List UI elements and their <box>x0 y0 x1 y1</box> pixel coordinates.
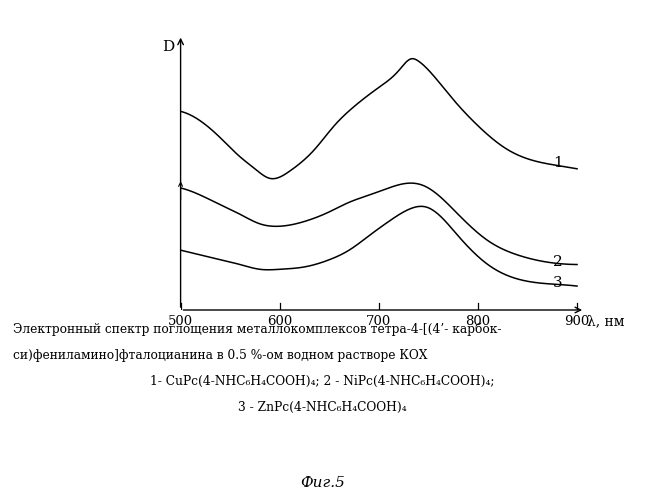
Text: 900: 900 <box>564 315 590 328</box>
Text: 800: 800 <box>465 315 490 328</box>
Text: 700: 700 <box>366 315 392 328</box>
Text: Фиг.5: Фиг.5 <box>300 476 345 490</box>
Text: λ, нм: λ, нм <box>587 315 624 329</box>
Text: 600: 600 <box>267 315 292 328</box>
Text: 2: 2 <box>553 254 563 268</box>
Text: D: D <box>163 40 175 54</box>
Text: 1: 1 <box>553 156 563 170</box>
Text: си)фениламино]фталоцианина в 0.5 %-ом водном растворе КОХ: си)фениламино]фталоцианина в 0.5 %-ом во… <box>13 348 428 362</box>
Text: Электронный спектр поглощения металлокомплексов тетра-4-[(4’- карбок-: Электронный спектр поглощения металлоком… <box>13 322 501 336</box>
Text: 3: 3 <box>553 276 563 290</box>
Text: 3 - ZnPc(4-NHC₆H₄COOH)₄: 3 - ZnPc(4-NHC₆H₄COOH)₄ <box>238 400 407 413</box>
Text: 1- CuPc(4-NHC₆H₄COOH)₄; 2 - NiPc(4-NHC₆H₄COOH)₄;: 1- CuPc(4-NHC₆H₄COOH)₄; 2 - NiPc(4-NHC₆H… <box>150 374 495 388</box>
Text: 500: 500 <box>168 315 193 328</box>
